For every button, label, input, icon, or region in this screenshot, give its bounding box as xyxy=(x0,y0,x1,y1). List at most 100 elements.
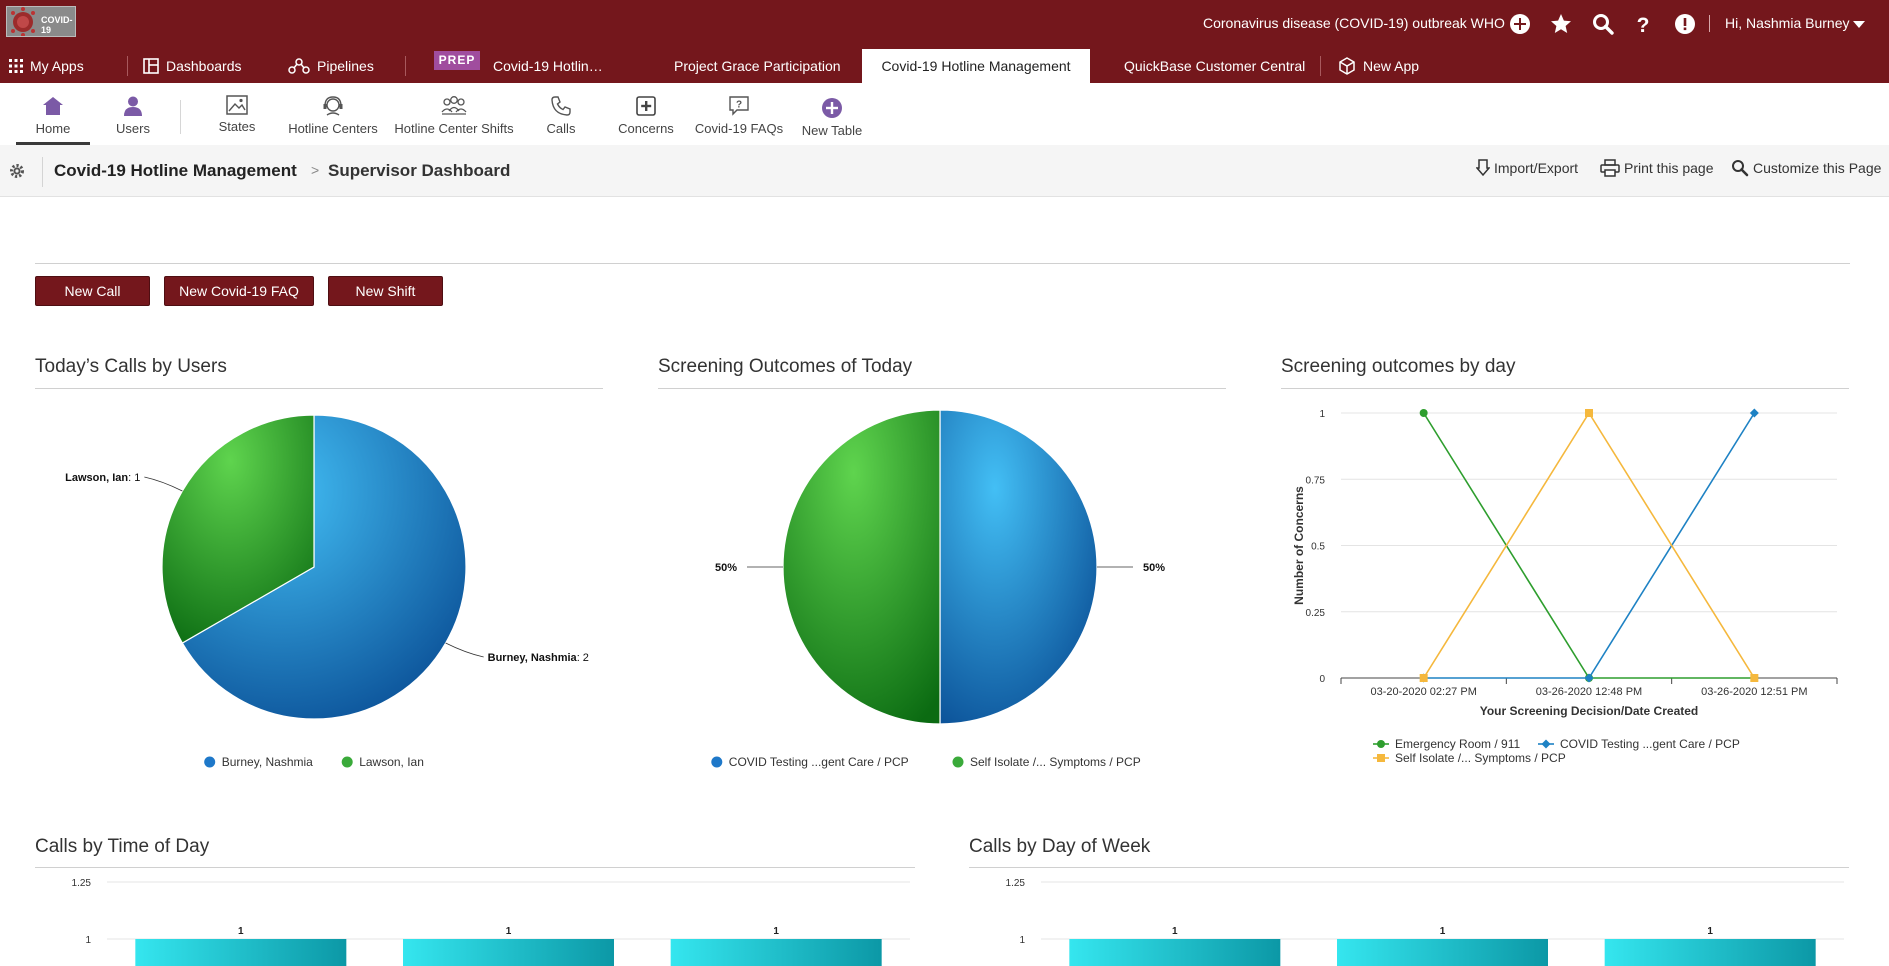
table-covid-faqs[interactable]: ? Covid-19 FAQs xyxy=(694,83,784,145)
y-axis-label: Number of Concerns xyxy=(1292,486,1306,605)
table-hotline-centers[interactable]: Hotline Centers xyxy=(287,83,379,145)
table-calls[interactable]: Calls xyxy=(532,83,590,145)
legend-marker xyxy=(1377,740,1385,748)
legend-marker xyxy=(1541,739,1551,749)
table-label: Hotline Centers xyxy=(288,121,378,136)
pie-data-label: Burney, Nashmia: 2 xyxy=(488,652,589,664)
tab-quickbase-customer-central[interactable]: QuickBase Customer Central xyxy=(1124,49,1305,83)
pie-label-name: Lawson, Ian xyxy=(65,472,128,484)
svg-text:?: ? xyxy=(1637,14,1650,35)
table-label: Covid-19 FAQs xyxy=(694,121,784,136)
app-logo[interactable]: COVID-19 xyxy=(6,6,76,37)
x-axis-label: Your Screening Decision/Date Created xyxy=(1480,704,1699,718)
pie-slice xyxy=(181,414,467,720)
tab-label: New App xyxy=(1363,58,1420,74)
app-tab-bar: My Apps Dashboards Pipelines PREP Covid-… xyxy=(0,49,1889,83)
table-home[interactable]: Home xyxy=(16,83,90,145)
breadcrumb: Covid-19 Hotline Management > Supervisor… xyxy=(0,145,1889,197)
tab-label: Dashboards xyxy=(166,58,242,74)
toolbar-separator xyxy=(180,100,181,134)
legend-entry: Lawson, Ian xyxy=(359,755,424,769)
image-icon xyxy=(226,95,248,115)
panel-divider xyxy=(658,388,1226,389)
tab-label: Pipelines xyxy=(317,58,374,74)
print-page-link[interactable]: Print this page xyxy=(1600,159,1714,177)
panel-title-screening-today: Screening Outcomes of Today xyxy=(658,356,913,377)
y-tick-label: 0.75 xyxy=(1306,475,1326,486)
table-new-table[interactable]: New Table xyxy=(796,83,868,145)
dashboard-icon xyxy=(143,58,159,74)
panel-title-calls-by-time: Calls by Time of Day xyxy=(35,836,210,857)
legend-marker xyxy=(1377,754,1385,762)
search-icon[interactable] xyxy=(1592,13,1614,35)
panel-title-calls-by-weekday: Calls by Day of Week xyxy=(969,836,1151,857)
tab-label: My Apps xyxy=(30,58,84,74)
data-point xyxy=(1419,409,1428,417)
import-export-link[interactable]: Import/Export xyxy=(1476,159,1578,177)
x-tick-label: 03-26-2020 12:51 PM xyxy=(1701,686,1807,698)
breadcrumb-chevron: > xyxy=(311,162,320,178)
pie-data-label: 50% xyxy=(1143,562,1165,574)
tab-dashboards[interactable]: Dashboards xyxy=(143,49,242,83)
virus-icon xyxy=(11,7,35,36)
add-circle-icon[interactable] xyxy=(1509,13,1531,35)
action-label: Import/Export xyxy=(1494,160,1579,176)
table-concerns[interactable]: Concerns xyxy=(608,83,684,145)
tab-my-apps[interactable]: My Apps xyxy=(9,49,84,83)
headset-icon xyxy=(323,96,343,116)
legend-marker xyxy=(711,756,723,768)
action-label: Print this page xyxy=(1624,160,1714,176)
star-icon[interactable] xyxy=(1550,13,1572,35)
pie-label-connector xyxy=(445,642,484,658)
help-icon[interactable]: ? xyxy=(1632,13,1654,35)
table-states[interactable]: States xyxy=(200,83,274,145)
legend-entry: COVID Testing ...gent Care / PCP xyxy=(729,755,909,769)
panel-divider xyxy=(1281,388,1849,389)
tab-covid-hotline-management[interactable]: Covid-19 Hotline Management xyxy=(862,49,1090,83)
customize-page-link[interactable]: Customize this Page xyxy=(1731,159,1881,177)
pie-label-connector xyxy=(144,476,183,492)
top-bar: COVID-19 Coronavirus disease (COVID-19) … xyxy=(0,0,1889,49)
tab-new-app[interactable]: New App xyxy=(1338,49,1419,83)
new-call-button[interactable]: New Call xyxy=(35,276,150,306)
calls-by-weekday-bar-chart: 1.25 1 1 1 1 xyxy=(1006,878,1844,966)
y-tick-label: 1 xyxy=(1019,935,1025,946)
user-menu[interactable]: Hi, Nashmia Burney xyxy=(1725,15,1850,31)
pie-label-value: : 2 xyxy=(577,652,589,664)
calls-by-time-bar-chart: 1.25 1 1 1 1 xyxy=(72,878,910,966)
question-bubble-icon: ? xyxy=(729,96,749,116)
table-label: Hotline Center Shifts xyxy=(394,121,514,136)
tab-covid-hotline-short[interactable]: Covid-19 Hotlin… xyxy=(493,49,603,83)
y-tick-label: 0.25 xyxy=(1306,608,1326,619)
pie-data-label: Lawson, Ian: 1 xyxy=(65,472,140,484)
gear-icon[interactable] xyxy=(9,163,25,179)
grid-icon xyxy=(9,59,23,73)
new-shift-button[interactable]: New Shift xyxy=(328,276,443,306)
bar-data-label: 1 xyxy=(238,926,244,937)
alert-icon[interactable] xyxy=(1674,13,1696,35)
data-point xyxy=(1419,674,1428,682)
top-separator xyxy=(1709,15,1710,32)
table-label: New Table xyxy=(801,123,863,138)
app-title[interactable]: Coronavirus disease (COVID-19) outbreak … xyxy=(1203,15,1505,31)
new-covid-faq-button[interactable]: New Covid-19 FAQ xyxy=(164,276,314,306)
chevron-down-icon[interactable] xyxy=(1853,21,1865,29)
tab-label: Project Grace Participation xyxy=(674,58,841,74)
table-users[interactable]: Users xyxy=(100,83,166,145)
content-divider xyxy=(35,263,1850,264)
tab-project-grace[interactable]: Project Grace Participation xyxy=(674,49,841,83)
home-icon xyxy=(43,97,63,115)
bar xyxy=(403,939,614,966)
tab-pipelines[interactable]: Pipelines xyxy=(288,49,374,83)
breadcrumb-app[interactable]: Covid-19 Hotline Management xyxy=(54,161,297,180)
bar-data-label: 1 xyxy=(1172,926,1178,937)
panel-title-screening-by-day: Screening outcomes by day xyxy=(1281,356,1516,377)
table-hotline-center-shifts[interactable]: Hotline Center Shifts xyxy=(393,83,515,145)
tab-separator xyxy=(405,56,406,76)
panel-title-calls-by-users: Today’s Calls by Users xyxy=(35,356,227,377)
search-gear-icon xyxy=(1732,160,1749,177)
bar xyxy=(135,939,347,966)
prep-badge: PREP xyxy=(434,51,480,70)
y-tick-label: 1 xyxy=(85,935,91,946)
